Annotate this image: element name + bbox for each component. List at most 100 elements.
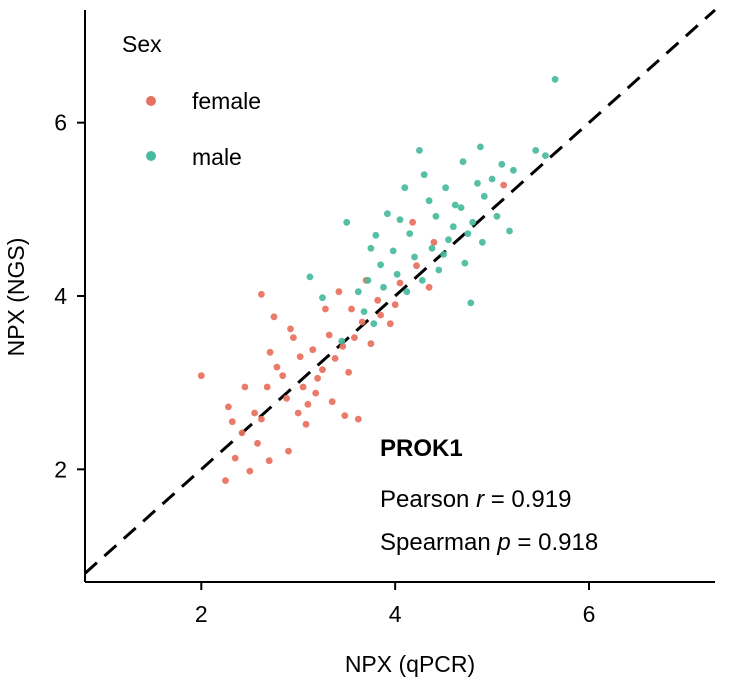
point-male-15 bbox=[406, 230, 414, 238]
point-male-41 bbox=[428, 244, 436, 252]
x-tick-label-2: 2 bbox=[195, 601, 208, 627]
legend-title: Sex bbox=[122, 31, 162, 57]
point-male-34 bbox=[401, 184, 409, 192]
point-female-13 bbox=[270, 313, 278, 321]
point-female-33 bbox=[309, 346, 317, 354]
point-male-22 bbox=[343, 218, 351, 226]
point-female-41 bbox=[430, 238, 438, 246]
point-male-29 bbox=[467, 299, 475, 307]
point-female-5 bbox=[238, 429, 246, 437]
point-female-2 bbox=[246, 467, 254, 475]
point-male-13 bbox=[506, 227, 513, 235]
point-male-30 bbox=[445, 236, 452, 244]
point-female-38 bbox=[396, 279, 404, 287]
point-male-28 bbox=[461, 259, 469, 267]
point-male-47 bbox=[418, 277, 426, 284]
point-male-49 bbox=[464, 230, 472, 238]
point-female-28 bbox=[386, 320, 394, 328]
point-female-20 bbox=[341, 412, 349, 419]
point-male-37 bbox=[449, 223, 457, 231]
identity-line bbox=[84, 8, 716, 575]
point-female-26 bbox=[367, 340, 375, 348]
point-female-1 bbox=[231, 454, 239, 462]
point-male-20 bbox=[354, 288, 362, 296]
point-female-36 bbox=[358, 318, 366, 326]
annotation: PROK1 Pearson r = 0.919 Spearman p = 0.9… bbox=[380, 435, 598, 556]
point-male-19 bbox=[364, 277, 372, 284]
point-female-6 bbox=[258, 290, 265, 298]
point-male-32 bbox=[488, 175, 496, 183]
point-female-31 bbox=[283, 394, 290, 402]
point-female-34 bbox=[325, 331, 333, 339]
point-male-5 bbox=[459, 158, 467, 166]
legend-marker-male bbox=[146, 151, 156, 161]
point-female-10 bbox=[279, 372, 287, 380]
point-male-38 bbox=[457, 204, 465, 212]
point-male-0 bbox=[551, 75, 559, 83]
point-female-37 bbox=[374, 296, 382, 304]
pearson-symbol: r bbox=[476, 486, 485, 513]
point-male-42 bbox=[393, 270, 401, 278]
spearman-symbol: p bbox=[496, 529, 510, 556]
point-male-27 bbox=[435, 266, 443, 274]
point-female-43 bbox=[500, 181, 508, 189]
pearson-prefix: Pearson bbox=[380, 486, 476, 513]
point-male-40 bbox=[510, 166, 517, 174]
point-female-8 bbox=[263, 383, 271, 391]
point-male-6 bbox=[416, 147, 423, 154]
point-female-14 bbox=[290, 334, 297, 341]
point-female-9 bbox=[266, 348, 274, 356]
pearson-stat: Pearson r = 0.919 bbox=[380, 486, 571, 513]
point-male-36 bbox=[372, 231, 380, 239]
ticks: 2 4 6 2 4 6 bbox=[54, 110, 595, 627]
point-female-35 bbox=[339, 342, 347, 350]
annotation-title: PROK1 bbox=[380, 435, 463, 462]
y-tick-label-6: 6 bbox=[54, 110, 67, 136]
point-female-51 bbox=[287, 325, 294, 333]
point-male-35 bbox=[384, 210, 391, 218]
point-female-29 bbox=[241, 383, 249, 391]
point-male-7 bbox=[425, 197, 433, 205]
legend-label-female: female bbox=[192, 88, 261, 114]
point-male-16 bbox=[396, 216, 404, 224]
point-female-47 bbox=[294, 409, 302, 417]
point-female-19 bbox=[328, 398, 336, 406]
x-tick-label-6: 6 bbox=[583, 601, 596, 627]
point-female-21 bbox=[345, 368, 352, 376]
point-male-4 bbox=[477, 143, 484, 151]
spearman-value: = 0.918 bbox=[511, 529, 598, 556]
point-male-24 bbox=[319, 294, 326, 302]
spearman-prefix: Spearman bbox=[380, 529, 497, 556]
point-male-10 bbox=[469, 218, 477, 226]
point-female-0 bbox=[222, 477, 229, 484]
point-female-3 bbox=[197, 372, 205, 380]
point-female-15 bbox=[296, 353, 304, 361]
point-male-48 bbox=[440, 251, 447, 258]
point-male-1 bbox=[542, 152, 549, 160]
point-male-21 bbox=[367, 244, 375, 252]
point-male-17 bbox=[389, 247, 397, 255]
point-female-27 bbox=[377, 311, 384, 319]
point-female-45 bbox=[254, 439, 261, 447]
point-female-39 bbox=[413, 262, 420, 270]
spearman-stat: Spearman p = 0.918 bbox=[380, 529, 598, 556]
point-male-31 bbox=[479, 238, 486, 246]
point-female-18 bbox=[319, 366, 326, 374]
point-male-8 bbox=[442, 184, 449, 192]
legend-label-male: male bbox=[192, 144, 242, 170]
point-male-46 bbox=[403, 288, 411, 296]
point-female-23 bbox=[354, 415, 362, 423]
point-female-53 bbox=[348, 305, 355, 313]
point-male-39 bbox=[474, 179, 481, 187]
point-female-7 bbox=[251, 409, 258, 417]
point-female-52 bbox=[304, 400, 312, 408]
point-female-48 bbox=[314, 374, 321, 382]
y-axis-title: NPX (NGS) bbox=[3, 238, 29, 357]
point-male-3 bbox=[498, 160, 506, 168]
point-female-16 bbox=[302, 420, 310, 428]
point-female-54 bbox=[391, 301, 399, 309]
x-axis-title: NPX (qPCR) bbox=[345, 651, 475, 677]
point-male-11 bbox=[480, 192, 488, 200]
point-male-25 bbox=[306, 273, 314, 281]
